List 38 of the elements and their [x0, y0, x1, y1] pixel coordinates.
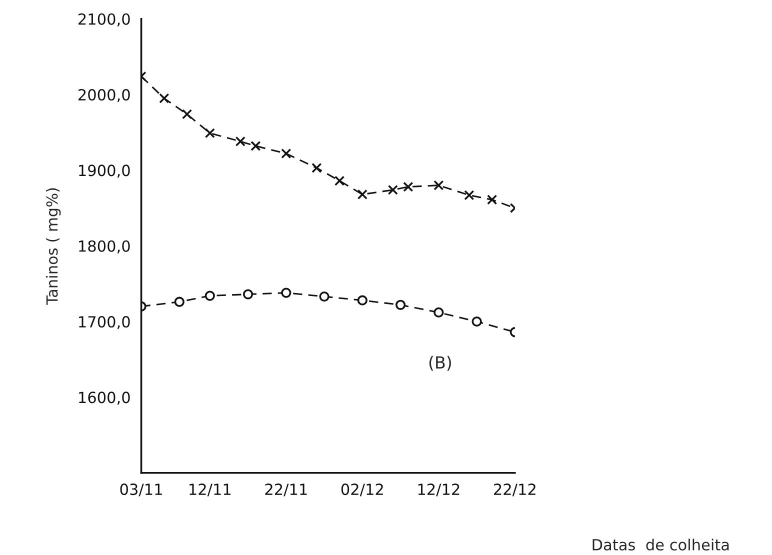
point	[204, 290, 215, 301]
y-tick-label: 2100,0	[78, 13, 130, 26]
y-axis-title: Taninos ( mg%)	[46, 188, 61, 305]
point	[174, 296, 184, 307]
x-tick-label: 03/11	[120, 484, 162, 496]
y-tick-label: 2000,0	[78, 89, 130, 102]
point	[235, 136, 246, 147]
point	[204, 128, 215, 138]
point	[281, 288, 292, 298]
point	[281, 148, 292, 159]
point	[242, 289, 254, 300]
point	[486, 194, 498, 205]
y-tick-label: 1600,0	[79, 392, 130, 405]
point	[182, 109, 192, 120]
x-axis-title: Datas de colheita	[592, 538, 729, 551]
point	[357, 295, 368, 306]
point	[357, 189, 368, 200]
x-tick-label: 12/11	[190, 484, 231, 496]
x-tick-label: 02/12	[341, 484, 383, 496]
point	[395, 300, 406, 310]
point	[434, 307, 444, 318]
point	[403, 182, 414, 192]
y-tick-label: 1700,0	[79, 316, 130, 330]
point	[159, 93, 170, 104]
x-tick-label: 12/12	[418, 484, 460, 496]
point	[319, 291, 330, 302]
y-tick-label: 1800,0	[79, 240, 130, 254]
point	[464, 190, 474, 200]
y-tick-label: 1900,0	[79, 164, 130, 178]
point	[434, 180, 444, 190]
point	[250, 140, 261, 152]
annotation: (B)	[429, 356, 451, 371]
point	[388, 184, 398, 195]
point	[312, 162, 322, 173]
point	[334, 176, 345, 186]
x-tick-label: 22/12	[494, 484, 536, 496]
x-tick-label: 22/11	[265, 484, 307, 496]
point	[472, 316, 482, 327]
